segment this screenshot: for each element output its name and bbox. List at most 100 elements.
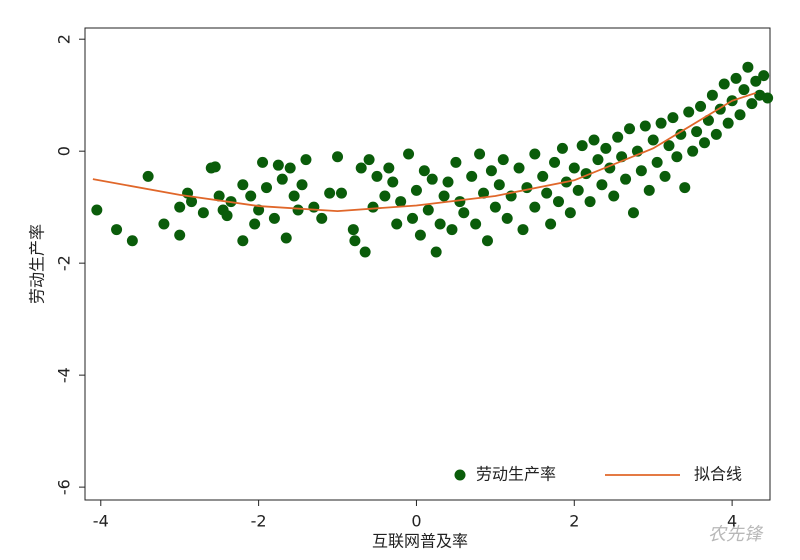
- scatter-point: [556, 142, 568, 154]
- scatter-point: [438, 190, 450, 202]
- scatter-point: [383, 162, 395, 174]
- legend-label: 拟合线: [694, 465, 742, 484]
- scatter-point: [257, 156, 269, 168]
- scatter-point: [349, 235, 361, 247]
- scatter-point: [186, 196, 198, 208]
- scatter-point: [237, 179, 249, 191]
- scatter-point: [529, 148, 541, 160]
- scatter-point: [651, 156, 663, 168]
- scatter-point: [308, 201, 320, 213]
- scatter-point: [403, 148, 415, 160]
- y-tick-label: 2: [55, 34, 74, 44]
- scatter-point: [485, 165, 497, 177]
- scatter-point: [454, 196, 466, 208]
- scatter-point: [450, 156, 462, 168]
- scatter-point: [584, 196, 596, 208]
- scatter-point: [493, 179, 505, 191]
- scatter-point: [197, 207, 209, 219]
- x-axis-label: 互联网普及率: [372, 532, 468, 551]
- scatter-point: [671, 151, 683, 163]
- scatter-point: [501, 212, 513, 224]
- scatter-point: [213, 190, 225, 202]
- scatter-point: [142, 170, 154, 182]
- scatter-point: [367, 201, 379, 213]
- scatter-point: [387, 176, 399, 188]
- scatter-point: [355, 162, 367, 174]
- scatter-point: [91, 204, 103, 216]
- scatter-point: [478, 187, 490, 199]
- scatter-point: [572, 184, 584, 196]
- scatter-point: [675, 128, 687, 140]
- scatter-point: [395, 196, 407, 208]
- scatter-point: [608, 190, 620, 202]
- scatter-point: [553, 196, 565, 208]
- scatter-point: [300, 154, 312, 166]
- scatter-point: [734, 109, 746, 121]
- scatter-point: [489, 201, 501, 213]
- scatter-point: [414, 229, 426, 241]
- scatter-point: [249, 218, 261, 230]
- scatter-point: [710, 128, 722, 140]
- scatter-point: [513, 162, 525, 174]
- scatter-point: [174, 229, 186, 241]
- scatter-point: [111, 224, 123, 236]
- scatter-point: [434, 218, 446, 230]
- scatter-point: [316, 212, 328, 224]
- scatter-point: [541, 187, 553, 199]
- scatter-point: [521, 182, 533, 194]
- scatter-point: [627, 207, 639, 219]
- scatter-point: [410, 184, 422, 196]
- scatter-point: [407, 212, 419, 224]
- scatter-point: [426, 173, 438, 185]
- scatter-point: [466, 170, 478, 182]
- scatter-point: [742, 61, 754, 73]
- scatter-point: [474, 148, 486, 160]
- scatter-point: [359, 246, 371, 258]
- scatter-point: [280, 232, 292, 244]
- scatter-point: [683, 106, 695, 118]
- scatter-point: [288, 190, 300, 202]
- scatter-point: [529, 201, 541, 213]
- x-tick-label: -4: [93, 512, 109, 531]
- y-tick-label: -2: [55, 255, 74, 271]
- x-tick-label: -2: [251, 512, 267, 531]
- scatter-point: [126, 235, 138, 247]
- scatter-point: [687, 145, 699, 157]
- y-axis-label: 劳动生产率: [28, 224, 47, 304]
- scatter-point: [497, 154, 509, 166]
- scatter-point: [663, 140, 675, 152]
- y-tick-label: -6: [55, 479, 74, 495]
- scatter-point: [698, 137, 710, 149]
- scatter-point: [174, 201, 186, 213]
- scatter-point: [292, 204, 304, 216]
- scatter-point: [730, 72, 742, 84]
- scatter-point: [738, 84, 750, 96]
- scatter-point: [209, 161, 221, 173]
- y-tick-label: 0: [55, 146, 74, 156]
- scatter-point: [276, 173, 288, 185]
- scatter-point: [647, 134, 659, 146]
- scatter-point: [659, 170, 671, 182]
- scatter-point: [363, 154, 375, 166]
- scatter-point: [335, 187, 347, 199]
- scatter-point: [588, 134, 600, 146]
- scatter-point: [391, 218, 403, 230]
- legend-label: 劳动生产率: [476, 465, 556, 484]
- scatter-point: [746, 98, 758, 110]
- scatter-point: [268, 212, 280, 224]
- scatter-point: [679, 182, 691, 194]
- scatter-point: [379, 190, 391, 202]
- scatter-point: [695, 100, 707, 112]
- scatter-point: [272, 159, 284, 171]
- scatter-point: [296, 179, 308, 191]
- scatter-point: [470, 218, 482, 230]
- scatter-point: [347, 224, 359, 236]
- x-tick-label: 0: [411, 512, 421, 531]
- scatter-point: [564, 207, 576, 219]
- scatter-point: [691, 126, 703, 138]
- scatter-point: [442, 176, 454, 188]
- watermark: 农先锋: [708, 524, 764, 545]
- scatter-point: [418, 165, 430, 177]
- scatter-point: [596, 179, 608, 191]
